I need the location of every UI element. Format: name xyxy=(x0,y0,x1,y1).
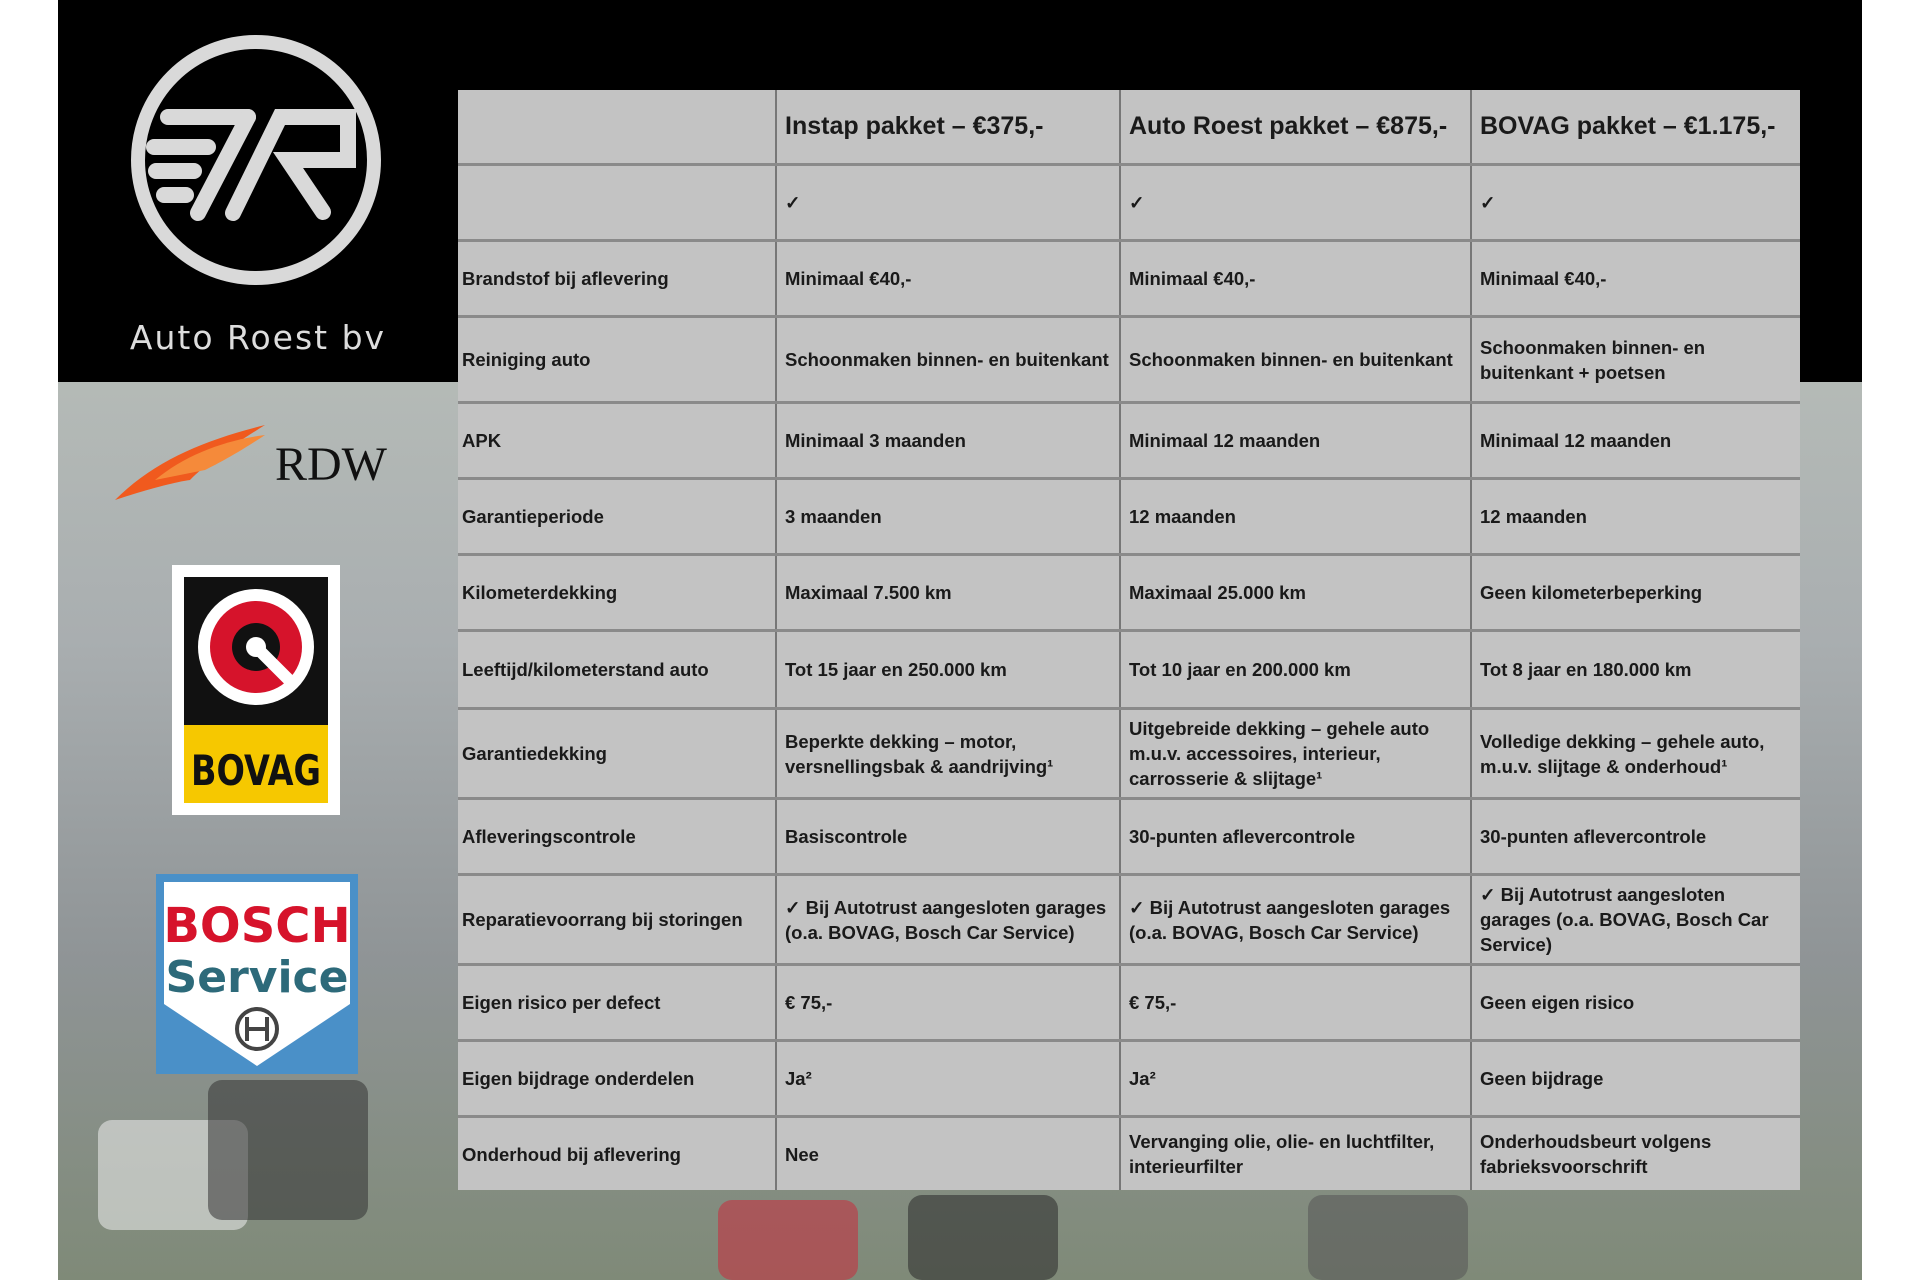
table-cell: ✓ xyxy=(1480,192,1496,213)
table-cell: Tot 10 jaar en 200.000 km xyxy=(1121,632,1472,707)
table-cell: Beperkte dekking – motor, versnellingsba… xyxy=(777,710,1121,797)
row-label: Garantieperiode xyxy=(458,480,777,553)
table-cell: Schoonmaken binnen- en buitenkant xyxy=(777,318,1121,401)
table-cell: Schoonmaken binnen- en buitenkant xyxy=(1121,318,1472,401)
table-cell: Minimaal €40,- xyxy=(1121,242,1472,315)
row-label: Kilometerdekking xyxy=(458,556,777,629)
package-header: Auto Roest pakket – €875,- xyxy=(1121,90,1472,163)
rdw-logo: RDW xyxy=(115,425,388,500)
table-cell: ✓ xyxy=(777,166,1121,239)
package-header: Instap pakket – €375,- xyxy=(777,90,1121,163)
table-row: Brandstof bij aflevering Minimaal €40,- Mi… xyxy=(458,242,1800,318)
table-row: Kilometerdekking Maximaal 7.500 km Maximaa… xyxy=(458,556,1800,632)
table-cell: Maximaal 7.500 km xyxy=(777,556,1121,629)
svg-text:BOSCH: BOSCH xyxy=(163,898,350,954)
brand-name: Auto Roest bv xyxy=(129,318,387,357)
table-cell: ✓ Bij Autotrust aangesloten garages (o.a… xyxy=(1121,876,1472,963)
table-cell: Nee xyxy=(777,1118,1121,1190)
table-cell: € 75,- xyxy=(1121,966,1472,1039)
table-cell: Vervanging olie, olie- en luchtfilter, i… xyxy=(1121,1118,1472,1190)
row-label: Brandstof bij aflevering xyxy=(458,242,777,315)
table-cell: € 75,- xyxy=(777,966,1121,1039)
table-cell: ✓ Bij Autotrust aangesloten garages (o.a… xyxy=(777,876,1121,963)
svg-text:BOVAG: BOVAG xyxy=(191,746,321,795)
table-cell: ✓ xyxy=(1121,166,1472,239)
table-cell: Tot 8 jaar en 180.000 km xyxy=(1480,659,1692,680)
table-row: Reparatievoorrang bij storingen ✓ Bij Aut… xyxy=(458,876,1800,966)
table-cell: Minimaal 12 maanden xyxy=(1121,404,1472,477)
table-row: Afleveringscontrole Basiscontrole 30-punte… xyxy=(458,800,1800,876)
table-cell: Minimaal 12 maanden xyxy=(1480,430,1672,451)
row-label: Leeftijd/kilometerstand auto xyxy=(458,632,777,707)
table-cell: Geen eigen risico xyxy=(1480,992,1635,1013)
row-label: Onderhoud bij aflevering xyxy=(458,1118,777,1190)
table-cell: 3 maanden xyxy=(777,480,1121,553)
car-shape xyxy=(718,1200,858,1280)
row-label: Afleveringscontrole xyxy=(458,800,777,873)
row-label: Eigen risico per defect xyxy=(458,966,777,1039)
table-row: Eigen risico per defect € 75,- € 75,- Geen … xyxy=(458,966,1800,1042)
car-shape xyxy=(208,1080,368,1220)
table-cell: Geen kilometerbeperking xyxy=(1480,582,1703,603)
header-empty-cell xyxy=(458,90,777,163)
auto-roest-logo xyxy=(131,35,381,285)
table-row: Garantiedekking Beperkte dekking – motor,… xyxy=(458,710,1800,800)
row-label: Garantiedekking xyxy=(458,710,777,797)
table-row: APK Minimaal 3 maanden Minimaal 12 maanden… xyxy=(458,404,1800,480)
row-label: Reiniging auto xyxy=(458,318,777,401)
table-cell: Tot 15 jaar en 250.000 km xyxy=(777,632,1121,707)
car-shape xyxy=(908,1195,1058,1280)
table-cell: Schoonmaken binnen- en buitenkant + poet… xyxy=(1480,336,1706,383)
row-label xyxy=(458,166,777,239)
package-header: BOVAG pakket – €1.175,- xyxy=(1480,112,1776,140)
table-cell: Uitgebreide dekking – gehele auto m.u.v.… xyxy=(1121,710,1472,797)
table-cell: Minimaal €40,- xyxy=(777,242,1121,315)
table-header-row: Instap pakket – €375,- Auto Roest pakket … xyxy=(458,90,1800,166)
package-comparison-table: Instap pakket – €375,- Auto Roest pakket … xyxy=(458,90,1800,1190)
table-cell: 12 maanden xyxy=(1121,480,1472,553)
table-row: Garantieperiode 3 maanden 12 maanden 12 maa… xyxy=(458,480,1800,556)
bosch-service-logo: BOSCH Service xyxy=(156,874,358,1074)
table-cell: Minimaal €40,- xyxy=(1480,268,1607,289)
table-cell: Onderhoudsbeurt volgens fabrieksvoorschr… xyxy=(1480,1131,1712,1177)
table-cell: Geen bijdrage xyxy=(1480,1068,1604,1089)
table-cell: ✓ Bij Autotrust aangesloten garages (o.a… xyxy=(1480,884,1769,955)
table-row: Onderhoud bij aflevering Nee Vervanging ol… xyxy=(458,1118,1800,1190)
car-shape xyxy=(1308,1195,1468,1280)
table-cell: Maximaal 25.000 km xyxy=(1121,556,1472,629)
bovag-logo: BOVAG xyxy=(172,565,340,815)
table-cell: Ja² xyxy=(777,1042,1121,1115)
table-cell: Ja² xyxy=(1121,1042,1472,1115)
table-cell: Basiscontrole xyxy=(777,800,1121,873)
row-label: APK xyxy=(458,404,777,477)
svg-text:RDW: RDW xyxy=(275,438,388,491)
table-cell: 30-punten aflevercontrole xyxy=(1480,826,1707,847)
svg-text:Service: Service xyxy=(166,952,349,1003)
table-row: Eigen bijdrage onderdelen Ja² Ja² Geen bijd… xyxy=(458,1042,1800,1118)
table-row: Leeftijd/kilometerstand auto Tot 15 jaar … xyxy=(458,632,1800,710)
table-row: Reiniging auto Schoonmaken binnen- en bui… xyxy=(458,318,1800,404)
row-label: Reparatievoorrang bij storingen xyxy=(458,876,777,963)
table-cell: Volledige dekking – gehele auto, m.u.v. … xyxy=(1480,730,1765,777)
table-cell: 30-punten aflevercontrole xyxy=(1121,800,1472,873)
row-label: Eigen bijdrage onderdelen xyxy=(458,1042,777,1115)
table-cell: Minimaal 3 maanden xyxy=(777,404,1121,477)
table-cell: 12 maanden xyxy=(1480,506,1587,527)
table-row: ✓ ✓ ✓ xyxy=(458,166,1800,242)
